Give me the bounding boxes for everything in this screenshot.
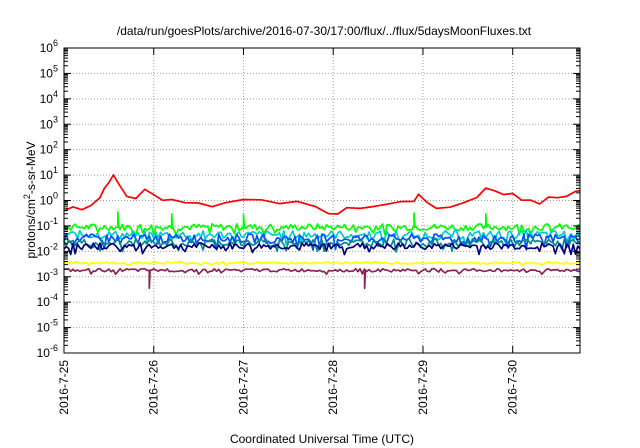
y-tick-label-exponent: 4 — [53, 89, 58, 99]
series-line-2 — [63, 211, 581, 237]
x-tick-label: 2016-7-26 — [147, 360, 161, 415]
chart-title: /data/run/goesPlots/archive/2016-07-30/1… — [117, 24, 532, 38]
x-tick-label: 2016-7-28 — [326, 360, 340, 415]
y-axis-label-superscript: 2 — [22, 194, 32, 199]
y-axis-label-suffix: -s-sr-MeV — [24, 141, 38, 194]
x-tick-label: 2016-7-30 — [506, 360, 520, 415]
y-tick-label: 104 — [40, 89, 58, 106]
y-tick-label-exponent: -5 — [50, 318, 58, 328]
y-tick-label-base: 10 — [37, 244, 51, 258]
series-line-8 — [63, 267, 581, 290]
y-tick-label-exponent: 5 — [53, 63, 58, 73]
y-tick-label-exponent: 2 — [53, 140, 58, 150]
y-tick-label-exponent: 1 — [53, 165, 58, 175]
y-tick-label-base: 10 — [40, 41, 54, 55]
y-tick-label-base: 10 — [37, 295, 51, 309]
y-tick-label: 103 — [40, 114, 58, 131]
series-line-1 — [63, 174, 581, 215]
y-tick-label: 10-4 — [37, 292, 58, 309]
x-axis-label: Coordinated Universal Time (UTC) — [230, 432, 414, 446]
y-tick-label: 10-3 — [37, 267, 58, 284]
y-axis-label-prefix: protons/cm — [24, 199, 38, 258]
x-tick-label: 2016-7-25 — [57, 360, 71, 415]
y-tick-label-exponent: -6 — [50, 343, 58, 353]
y-tick-label-base: 10 — [40, 168, 54, 182]
y-tick-label-base: 10 — [40, 194, 54, 208]
y-tick-label: 106 — [40, 38, 58, 55]
y-axis: 10-610-510-410-310-210-11001011021031041… — [37, 38, 580, 360]
y-tick-label: 105 — [40, 63, 58, 80]
y-axis-label: protons/cm2-s-sr-MeV — [22, 141, 38, 258]
y-tick-label-exponent: 3 — [53, 114, 58, 124]
series-line-4 — [63, 233, 581, 251]
y-tick-label-base: 10 — [40, 66, 54, 80]
series-line-6 — [63, 241, 581, 256]
y-tick-label: 10-2 — [37, 241, 58, 258]
y-tick-label-base: 10 — [40, 117, 54, 131]
y-tick-label-base: 10 — [37, 346, 51, 360]
y-tick-label: 101 — [40, 165, 58, 182]
y-tick-label-exponent: -3 — [50, 267, 58, 277]
y-tick-label-exponent: 6 — [53, 38, 58, 48]
y-tick-label: 10-6 — [37, 343, 58, 360]
series-line-7 — [63, 261, 581, 267]
y-tick-label-base: 10 — [37, 321, 51, 335]
x-tick-label: 2016-7-29 — [416, 360, 430, 415]
y-tick-label: 10-5 — [37, 318, 58, 335]
series-group — [63, 174, 581, 290]
x-axis: 2016-7-25 2016-7-26 2016-7-27 2016-7-28 2016… — [57, 48, 520, 415]
y-tick-label: 102 — [40, 140, 58, 157]
y-tick-label-base: 10 — [40, 143, 54, 157]
series-line-5 — [63, 238, 581, 253]
y-tick-label: 10-1 — [37, 216, 58, 233]
y-tick-label-exponent: 0 — [53, 191, 58, 201]
y-tick-label-exponent: -4 — [50, 292, 58, 302]
y-tick-label-base: 10 — [37, 270, 51, 284]
y-tick-label-base: 10 — [40, 92, 54, 106]
y-tick-label-exponent: -2 — [50, 241, 58, 251]
y-tick-label-exponent: -1 — [50, 216, 58, 226]
grid — [64, 48, 580, 353]
y-tick-label-base: 10 — [37, 219, 51, 233]
x-tick-label: 2016-7-27 — [236, 360, 250, 415]
y-tick-label: 100 — [40, 191, 58, 208]
